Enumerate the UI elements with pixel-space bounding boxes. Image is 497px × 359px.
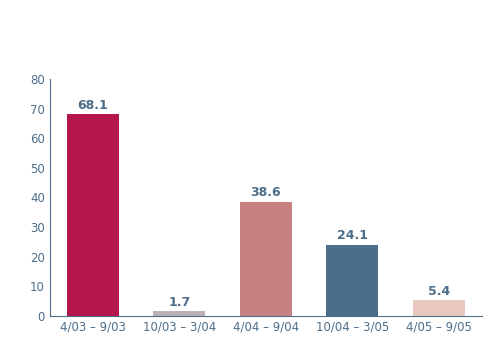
Bar	[154, 311, 205, 316]
Bar	[413, 300, 465, 316]
Text: 68.1: 68.1	[78, 99, 108, 112]
Bar	[67, 114, 119, 316]
Text: Figure 5:  Fines, Restitution, and Monetary Recoveries
Resulting from OIG Invest: Figure 5: Fines, Restitution, and Moneta…	[43, 20, 454, 51]
Text: 38.6: 38.6	[250, 186, 281, 199]
Text: 5.4: 5.4	[428, 285, 450, 298]
Bar	[240, 202, 292, 316]
Bar	[327, 244, 378, 316]
Text: 1.7: 1.7	[168, 295, 190, 308]
Text: 24.1: 24.1	[337, 229, 368, 242]
